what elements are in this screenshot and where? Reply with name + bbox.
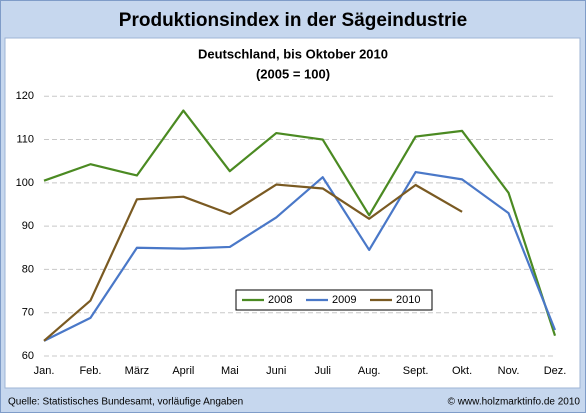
x-tick-label: Dez. xyxy=(544,365,567,377)
y-tick-label: 80 xyxy=(22,263,34,275)
x-tick-label: Okt. xyxy=(452,365,472,377)
x-tick-label: Juni xyxy=(266,365,286,377)
subtitle: Deutschland, bis Oktober 2010 xyxy=(198,46,388,61)
series-line xyxy=(43,109,557,336)
series-line xyxy=(43,183,463,342)
y-tick-label: 70 xyxy=(22,307,34,319)
x-tick-label: Sept. xyxy=(403,365,429,377)
x-tick-label: Nov. xyxy=(498,365,520,377)
x-tick-label: Juli xyxy=(314,365,331,377)
panel xyxy=(4,37,581,389)
legend-label: 2010 xyxy=(396,294,420,306)
y-tick-label: 120 xyxy=(16,90,34,102)
legend-label: 2009 xyxy=(332,294,356,306)
chart-title: Produktionsindex in der Sägeindustrie xyxy=(119,10,467,31)
y-tick-label: 90 xyxy=(22,220,34,232)
x-tick-label: März xyxy=(125,365,149,377)
x-tick-label: April xyxy=(172,365,194,377)
y-tick-label: 100 xyxy=(16,177,34,189)
y-tick-label: 110 xyxy=(16,133,34,145)
x-tick-label: Jan. xyxy=(34,365,55,377)
y-tick-label: 60 xyxy=(22,350,34,362)
source: Quelle: Statistisches Bundesamt, vorläuf… xyxy=(8,397,243,408)
credit: © www.holzmarktinfo.de 2010 xyxy=(448,397,581,408)
series-line xyxy=(43,170,557,342)
subtitle: (2005 = 100) xyxy=(256,66,330,81)
x-tick-label: Feb. xyxy=(79,365,101,377)
legend-label: 2008 xyxy=(268,294,292,306)
x-tick-label: Aug. xyxy=(358,365,381,377)
x-tick-label: Mai xyxy=(221,365,239,377)
legend-box xyxy=(235,289,433,311)
